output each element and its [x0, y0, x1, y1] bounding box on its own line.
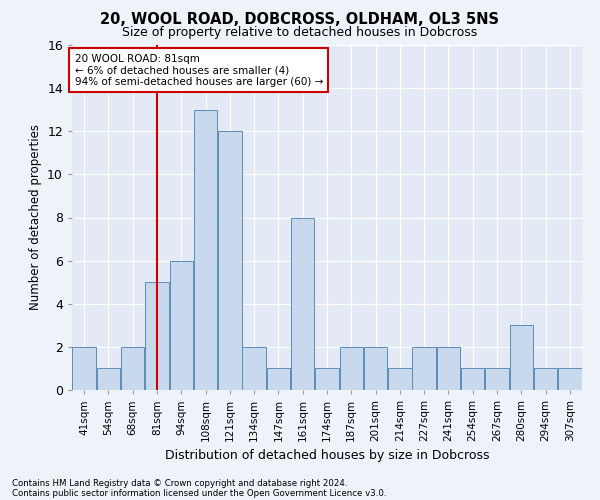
- Bar: [121, 347, 145, 390]
- Bar: [266, 368, 290, 390]
- Bar: [242, 347, 266, 390]
- Bar: [315, 368, 339, 390]
- Bar: [534, 368, 557, 390]
- Bar: [364, 347, 388, 390]
- Bar: [73, 347, 96, 390]
- Text: 20 WOOL ROAD: 81sqm
← 6% of detached houses are smaller (4)
94% of semi-detached: 20 WOOL ROAD: 81sqm ← 6% of detached hou…: [74, 54, 323, 87]
- Text: 20, WOOL ROAD, DOBCROSS, OLDHAM, OL3 5NS: 20, WOOL ROAD, DOBCROSS, OLDHAM, OL3 5NS: [101, 12, 499, 28]
- Bar: [388, 368, 412, 390]
- Bar: [170, 260, 193, 390]
- Text: Size of property relative to detached houses in Dobcross: Size of property relative to detached ho…: [122, 26, 478, 39]
- Bar: [340, 347, 363, 390]
- Bar: [97, 368, 120, 390]
- Y-axis label: Number of detached properties: Number of detached properties: [29, 124, 41, 310]
- Bar: [218, 131, 242, 390]
- Bar: [194, 110, 217, 390]
- Bar: [509, 326, 533, 390]
- Bar: [412, 347, 436, 390]
- Text: Contains HM Land Registry data © Crown copyright and database right 2024.: Contains HM Land Registry data © Crown c…: [12, 478, 347, 488]
- Bar: [145, 282, 169, 390]
- Bar: [558, 368, 581, 390]
- Text: Contains public sector information licensed under the Open Government Licence v3: Contains public sector information licen…: [12, 488, 386, 498]
- Bar: [461, 368, 484, 390]
- Bar: [485, 368, 509, 390]
- Bar: [437, 347, 460, 390]
- Bar: [291, 218, 314, 390]
- X-axis label: Distribution of detached houses by size in Dobcross: Distribution of detached houses by size …: [165, 450, 489, 462]
